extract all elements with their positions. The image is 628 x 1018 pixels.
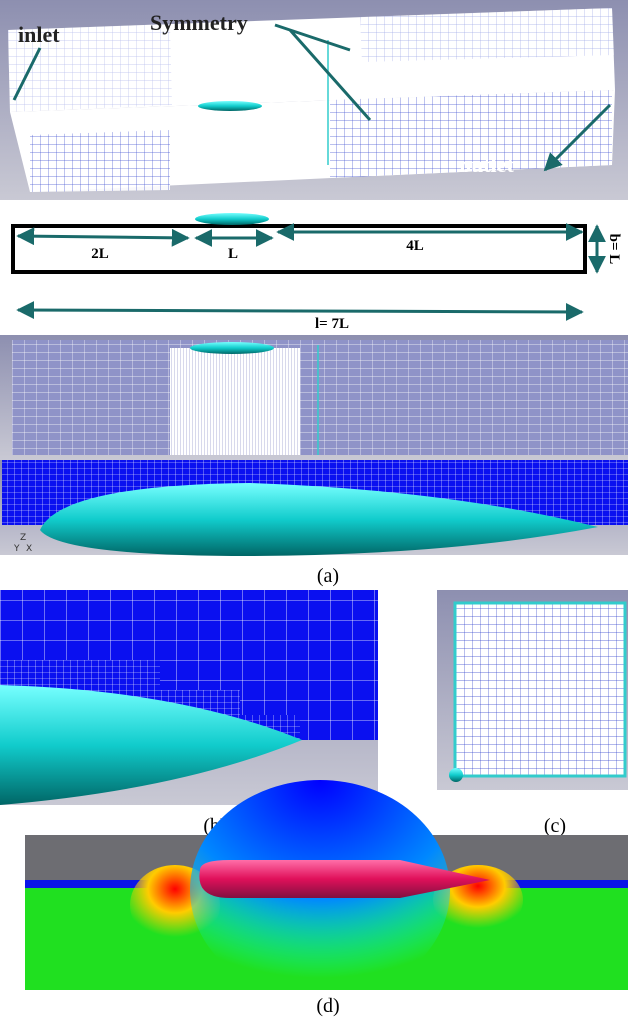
dim-length: l= 7L [315, 316, 349, 332]
domain-sketch: 2L L 4L b= L l= 7L [13, 213, 622, 332]
caption: (a) [317, 565, 339, 587]
outlet-label: outlet [460, 152, 514, 177]
axis-x: X [26, 544, 32, 554]
dim-hull: L [228, 246, 238, 262]
dim-upstream: 2L [91, 246, 109, 262]
domain-3d: inlet Symmetry outlet [0, 0, 628, 200]
mesh-detail-c: (c) [437, 590, 628, 837]
figure: inlet Symmetry outlet 2L L 4L b= L l= 7L… [0, 0, 628, 1018]
inlet-label: inlet [18, 22, 60, 47]
caption: (d) [316, 995, 339, 1017]
mesh-views: Z Y X (a) [0, 335, 628, 587]
axis-y: Y [13, 544, 20, 554]
caption: (c) [544, 815, 566, 837]
wave-field: (d) [25, 780, 628, 1017]
axis-z: Z [20, 533, 26, 543]
dim-width: b= L [606, 234, 622, 265]
dim-downstream: 4L [406, 238, 424, 254]
symmetry-label: Symmetry [150, 10, 248, 35]
